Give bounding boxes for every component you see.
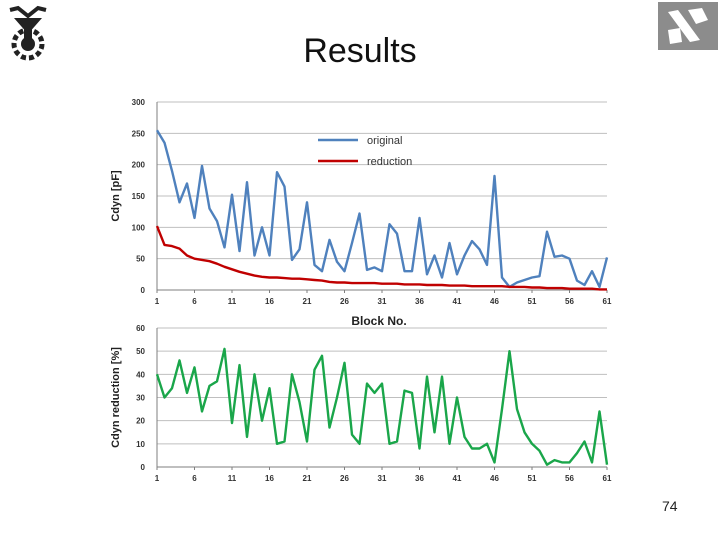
x-tick-label: 16 — [265, 474, 274, 483]
x-tick-label: 31 — [378, 474, 387, 483]
y-tick-label: 50 — [136, 347, 145, 356]
x-tick-label: 46 — [490, 474, 499, 483]
x-tick-label: 36 — [415, 474, 424, 483]
series-line-reduction — [155, 225, 607, 291]
legend-label: original — [367, 135, 402, 147]
y-axis-label: Cdyn [pF] — [110, 170, 122, 222]
x-axis-label: Block No. — [351, 314, 406, 328]
series-line-percent — [155, 347, 609, 466]
x-tick-label: 51 — [528, 297, 537, 306]
x-tick-label: 21 — [303, 297, 312, 306]
y-tick-label: 50 — [136, 255, 145, 264]
x-tick-label: 11 — [228, 297, 237, 306]
x-tick-label: 31 — [378, 297, 387, 306]
slide-title: Results — [303, 32, 417, 70]
series-line-original — [155, 129, 609, 289]
y-axis-label: Cdyn reduction [%] — [110, 347, 122, 448]
x-tick-label: 61 — [603, 474, 612, 483]
x-tick-label: 51 — [528, 474, 537, 483]
y-tick-label: 20 — [136, 417, 145, 426]
y-tick-label: 60 — [136, 324, 145, 333]
x-tick-label: 41 — [453, 297, 462, 306]
legend-label: reduction — [367, 156, 412, 168]
y-tick-label: 0 — [141, 463, 146, 472]
x-tick-label: 11 — [228, 474, 237, 483]
technion-emblem-logo — [9, 5, 47, 61]
y-tick-label: 100 — [132, 223, 146, 232]
x-tick-label: 1 — [155, 297, 160, 306]
y-tick-label: 10 — [136, 440, 145, 449]
x-tick-label: 6 — [192, 474, 197, 483]
x-tick-label: 21 — [303, 474, 312, 483]
ee-department-logo — [658, 2, 718, 50]
y-tick-label: 300 — [132, 98, 146, 107]
x-tick-label: 56 — [565, 474, 574, 483]
x-tick-label: 26 — [340, 297, 349, 306]
y-tick-label: 40 — [136, 370, 145, 379]
x-tick-label: 1 — [155, 474, 160, 483]
page-number: 74 — [662, 498, 678, 514]
x-tick-label: 46 — [490, 297, 499, 306]
y-tick-label: 250 — [132, 129, 146, 138]
y-tick-label: 30 — [136, 394, 145, 403]
x-tick-label: 6 — [192, 297, 197, 306]
x-tick-label: 16 — [265, 297, 274, 306]
x-tick-label: 56 — [565, 297, 574, 306]
y-tick-label: 150 — [132, 192, 146, 201]
y-tick-label: 200 — [132, 161, 146, 170]
x-tick-label: 41 — [453, 474, 462, 483]
x-tick-label: 36 — [415, 297, 424, 306]
y-tick-label: 0 — [141, 286, 146, 295]
x-tick-label: 26 — [340, 474, 349, 483]
x-tick-label: 61 — [603, 297, 612, 306]
